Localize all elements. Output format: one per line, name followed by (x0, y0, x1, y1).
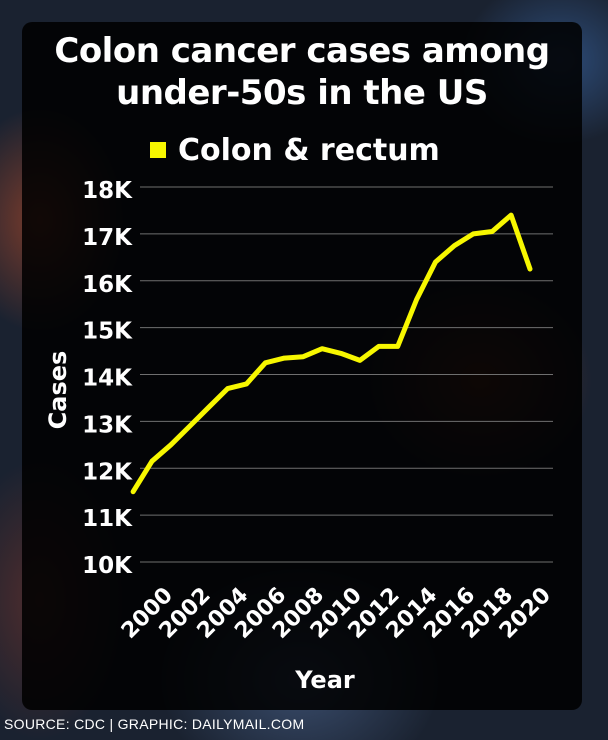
y-tick-label: 16K (82, 272, 133, 298)
y-tick-label: 11K (82, 506, 133, 532)
y-axis-label: Cases (44, 351, 72, 430)
chart-card (22, 22, 582, 710)
y-tick-label: 10K (82, 553, 133, 579)
y-tick-label: 15K (82, 319, 133, 345)
legend-label: Colon & rectum (178, 132, 440, 168)
legend-swatch (150, 142, 166, 158)
source-credit: SOURCE: CDC | GRAPHIC: DAILYMAIL.COM (4, 716, 305, 732)
y-tick-label: 13K (82, 412, 133, 438)
legend: Colon & rectum (150, 130, 440, 170)
y-tick-label: 17K (82, 225, 133, 251)
chart-title: Colon cancer cases among under-50s in th… (54, 31, 550, 113)
series-line (130, 212, 533, 495)
x-axis-label: Year (294, 666, 355, 694)
y-tick-label: 12K (82, 459, 133, 485)
y-tick-label: 14K (82, 366, 133, 392)
y-tick-label: 18K (82, 178, 133, 204)
